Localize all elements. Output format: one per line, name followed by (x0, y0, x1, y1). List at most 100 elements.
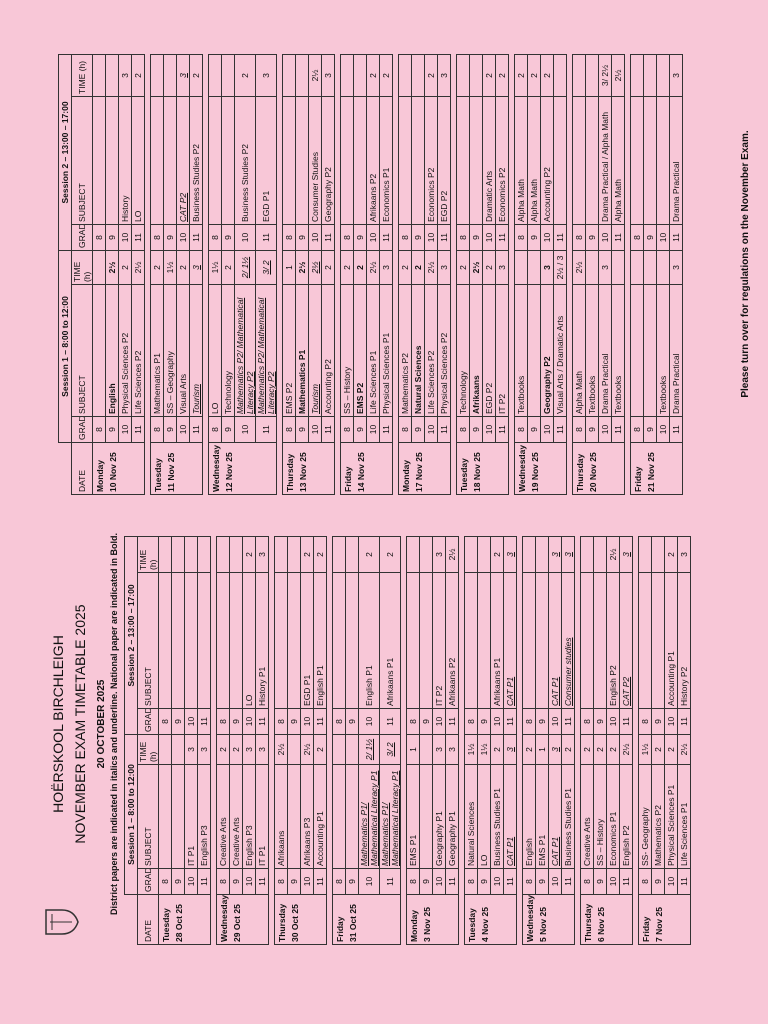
grade-cell: 8 (332, 708, 346, 735)
grade-cell: 8 (406, 708, 420, 735)
time-cell: 2 (176, 250, 190, 285)
time-cell: 2 (313, 734, 327, 765)
exam-row: Monday 17 Nov 25 8 Mathematics P2 2 8 (398, 54, 451, 495)
subject-cell: Business Studies P2 (234, 96, 256, 225)
subject-cell (572, 96, 586, 225)
day-date: 18 Nov 25 (472, 452, 482, 492)
grade-cell: 8 (630, 416, 644, 443)
subject-cell (184, 572, 198, 709)
footer-note: Please turn over for regulations on the … (740, 130, 751, 398)
time-cell (411, 54, 425, 97)
time-cell: 3 (445, 734, 459, 765)
grade-cell: 8 (572, 224, 586, 251)
grade-cell: 8 (340, 416, 354, 443)
subject-cell (221, 96, 235, 225)
subject-cell (585, 96, 599, 225)
session-header: Session 2 – 13:00 – 17:00 (124, 536, 138, 735)
exam-row: 10 Drama Practical 3 10 Drama Practical / Al… (598, 54, 612, 494)
subject-cell (229, 572, 243, 709)
day-name: Friday (335, 916, 345, 942)
day-date: 19 Nov 25 (530, 452, 540, 492)
time-cell: 3 (118, 54, 132, 97)
subject-cell (332, 764, 346, 869)
exam-row: 9 EMS P1 1 9 (535, 536, 549, 944)
subject-cell (295, 96, 309, 225)
exam-row: 11 Geography P1 3 11 Afrikaans P2 2½ (445, 536, 459, 944)
time-cell: 3 (548, 734, 562, 765)
exam-table: Session 1 – 8:00 to 12:00 Session 2 – 13:… (124, 536, 691, 945)
col-header: TIME (h) (71, 250, 93, 285)
day-name: Wednesday (525, 894, 535, 942)
subject-cell: Natural Sciences (464, 764, 478, 869)
subject-cell: CAT P1 (548, 572, 562, 709)
time-cell: 2½ (295, 250, 309, 285)
exam-row: 9 9 Alpha Math 2 (527, 54, 541, 494)
time-cell: 2/ 1½ (234, 250, 256, 285)
time-cell: 2 (651, 734, 665, 765)
grade-cell: 11 (553, 224, 567, 251)
subject-cell: Afrikaans P2 (366, 96, 380, 225)
grade-cell: 11 (677, 868, 691, 895)
subject-cell: EMS P1 (535, 764, 549, 869)
time-cell: 3 (669, 250, 683, 285)
time-cell: 2 (514, 54, 528, 97)
time-cell (216, 536, 230, 573)
grade-cell: 9 (105, 416, 119, 443)
time-cell (353, 54, 367, 97)
subject-cell: Textbooks (514, 284, 528, 417)
time-cell (580, 536, 594, 573)
time-cell (572, 54, 586, 97)
time-cell: 2 (313, 536, 327, 573)
subject-cell: Accounting P2 (540, 96, 554, 225)
exam-row: 10 Afrikaans P3 2½ 10 EGD P1 2 (300, 536, 314, 944)
day-name: Thursday (575, 453, 585, 492)
exam-row: 10 IT P1 3 10 (184, 536, 198, 944)
day-date: 5 Nov 25 (538, 907, 548, 942)
time-cell (332, 536, 346, 573)
time-cell: 2 (580, 734, 594, 765)
grade-cell: 10 (176, 416, 190, 443)
grade-cell: 9 (287, 708, 301, 735)
subject-cell: SS – History (593, 764, 607, 869)
subject-cell: Mathematics P1/ Mathematical Literacy P1 (379, 764, 401, 869)
exam-row: 11 Mathematics P2/ Mathematical Literacy … (255, 54, 277, 494)
col-header: GRADE (71, 416, 93, 443)
col-header: SUBJECT (71, 284, 93, 417)
grade-cell: 9 (411, 416, 425, 443)
subject-cell: English (522, 764, 536, 869)
time-cell (229, 536, 243, 573)
grade-cell: 10 (598, 416, 612, 443)
grade-cell: 11 (255, 224, 277, 251)
subject-cell (469, 96, 483, 225)
grade-cell: 8 (92, 224, 106, 251)
subject-cell: Consumer studies (561, 572, 575, 709)
grade-cell: 10 (490, 708, 504, 735)
session-header: Session 1 – 8:00 to 12:00 (58, 250, 72, 443)
grade-cell: 11 (379, 708, 401, 735)
grade-cell: 11 (379, 224, 393, 251)
day-name: Tuesday (153, 458, 163, 492)
grade-cell: 10 (308, 224, 322, 251)
time-cell (651, 536, 665, 573)
subject-cell: Creative Arts (580, 764, 594, 869)
subject-cell: Life Sciences P2 (424, 284, 438, 417)
subject-cell (163, 96, 177, 225)
exam-row: Tuesday 4 Nov 25 8 Natural Sciences 1½ 8 (464, 536, 517, 945)
grade-cell: 11 (619, 868, 633, 895)
exam-row: 10 Mathematics P1/ Mathematical Literacy … (358, 536, 380, 944)
column-row: DATE GRADE SUBJECT TIME (h) GRADE SUBJECT TIME… (137, 536, 159, 945)
subject-cell: Visual Arts (176, 284, 190, 417)
col-header: SUBJECT (137, 572, 159, 709)
date-cell: Tuesday 28 Oct 25 (158, 894, 211, 945)
time-cell (282, 54, 296, 97)
grade-cell: 8 (464, 868, 478, 895)
grade-cell: 8 (398, 416, 412, 443)
subject-cell (158, 764, 172, 869)
subject-cell: Drama Practical / Alpha Math (598, 96, 612, 225)
grade-cell: 8 (638, 708, 652, 735)
time-cell: 2 (664, 734, 678, 765)
subject-cell: Visual Arts / Dramatic Arts (553, 284, 567, 417)
subject-cell: Accounting P1 (313, 764, 327, 869)
date-cell: Wednesday 19 Nov 25 (514, 442, 567, 495)
